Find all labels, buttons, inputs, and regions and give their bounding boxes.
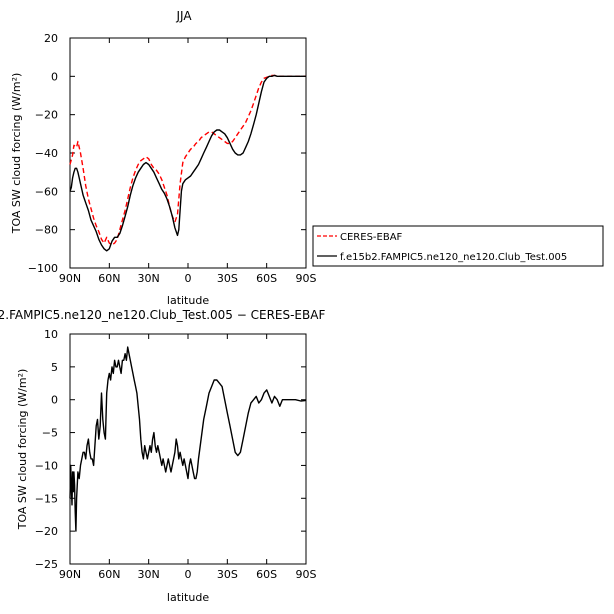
bottom-y-label: TOA SW cloud forcing (W/m²) (16, 369, 29, 531)
legend-ceres-label: CERES-EBAF (340, 232, 403, 243)
top-y-tick-label: −40 (35, 147, 58, 160)
bottom-x-tick-label: 30S (217, 568, 238, 581)
top-title: JJA (175, 9, 192, 23)
bottom-y-tick-label: 5 (51, 361, 58, 374)
legend: CERES-EBAF f.e15b2.FAMPIC5.ne120_ne120.C… (312, 225, 604, 267)
top-x-tick-label: 0 (185, 272, 192, 285)
bottom-title: b2.FAMPIC5.ne120_ne120.Club_Test.005 − C… (0, 308, 325, 322)
top-y-tick-label: −20 (35, 109, 58, 122)
bottom-x-label: latitude (167, 591, 209, 604)
bottom-x-tick-label: 60S (256, 568, 277, 581)
top-x-tick-label: 60S (256, 272, 277, 285)
top-x-tick-label: 90S (296, 272, 317, 285)
bottom-y-tick-label: 0 (51, 394, 58, 407)
top-x-tick-label: 30S (217, 272, 238, 285)
bottom-y-tick-label: −20 (35, 525, 58, 538)
bottom-y-tick-label: −25 (35, 558, 58, 571)
top-y-tick-label: −80 (35, 224, 58, 237)
bottom-y-tick-label: −5 (42, 427, 58, 440)
top-x-tick-label: 30N (138, 272, 160, 285)
bottom-x-tick-label: 90N (59, 568, 81, 581)
bottom-x-tick-label: 60N (98, 568, 120, 581)
top-y-label: TOA SW cloud forcing (W/m²) (10, 73, 23, 235)
bottom-x-tick-label: 0 (185, 568, 192, 581)
top-y-tick-label: 0 (51, 70, 58, 83)
legend-model-label: f.e15b2.FAMPIC5.ne120_ne120.Club_Test.00… (340, 252, 567, 263)
bottom-y-tick-label: −15 (35, 492, 58, 505)
bottom-y-tick-label: −10 (35, 459, 58, 472)
bottom-x-tick-label: 30N (138, 568, 160, 581)
bottom-y-tick-label: 10 (44, 328, 58, 341)
bottom-axes: 90N 60N 30N 0 30S 60S 90S 10 5 0 −5 −10 −15 −20 −25 (35, 328, 317, 581)
bottom-plot-frame (69, 333, 307, 565)
top-axes: 90N 60N 30N 0 30S 60S 90S 20 0 −20 −40 −60 −80 −100 (28, 32, 317, 285)
bottom-series-line-0 (69, 346, 307, 532)
bottom-panel: b2.FAMPIC5.ne120_ne120.Club_Test.005 − C… (0, 308, 325, 604)
top-y-tick-label: −100 (28, 262, 58, 275)
legend-box (312, 225, 604, 267)
top-y-tick-label: 20 (44, 32, 58, 45)
bottom-x-tick-label: 90S (296, 568, 317, 581)
top-x-tick-label: 90N (59, 272, 81, 285)
top-x-tick-label: 60N (98, 272, 120, 285)
top-series (69, 74, 306, 252)
top-panel: JJA 90N 60N 30N 0 30S 60S 90S 20 0 −20 −40 −60 −80 −1… (10, 9, 317, 307)
top-plot-frame (69, 37, 307, 269)
top-series-line-0 (69, 74, 306, 246)
top-x-label: latitude (167, 294, 209, 307)
top-series-line-1 (69, 74, 306, 252)
top-y-tick-label: −60 (35, 185, 58, 198)
bottom-series (69, 346, 307, 532)
